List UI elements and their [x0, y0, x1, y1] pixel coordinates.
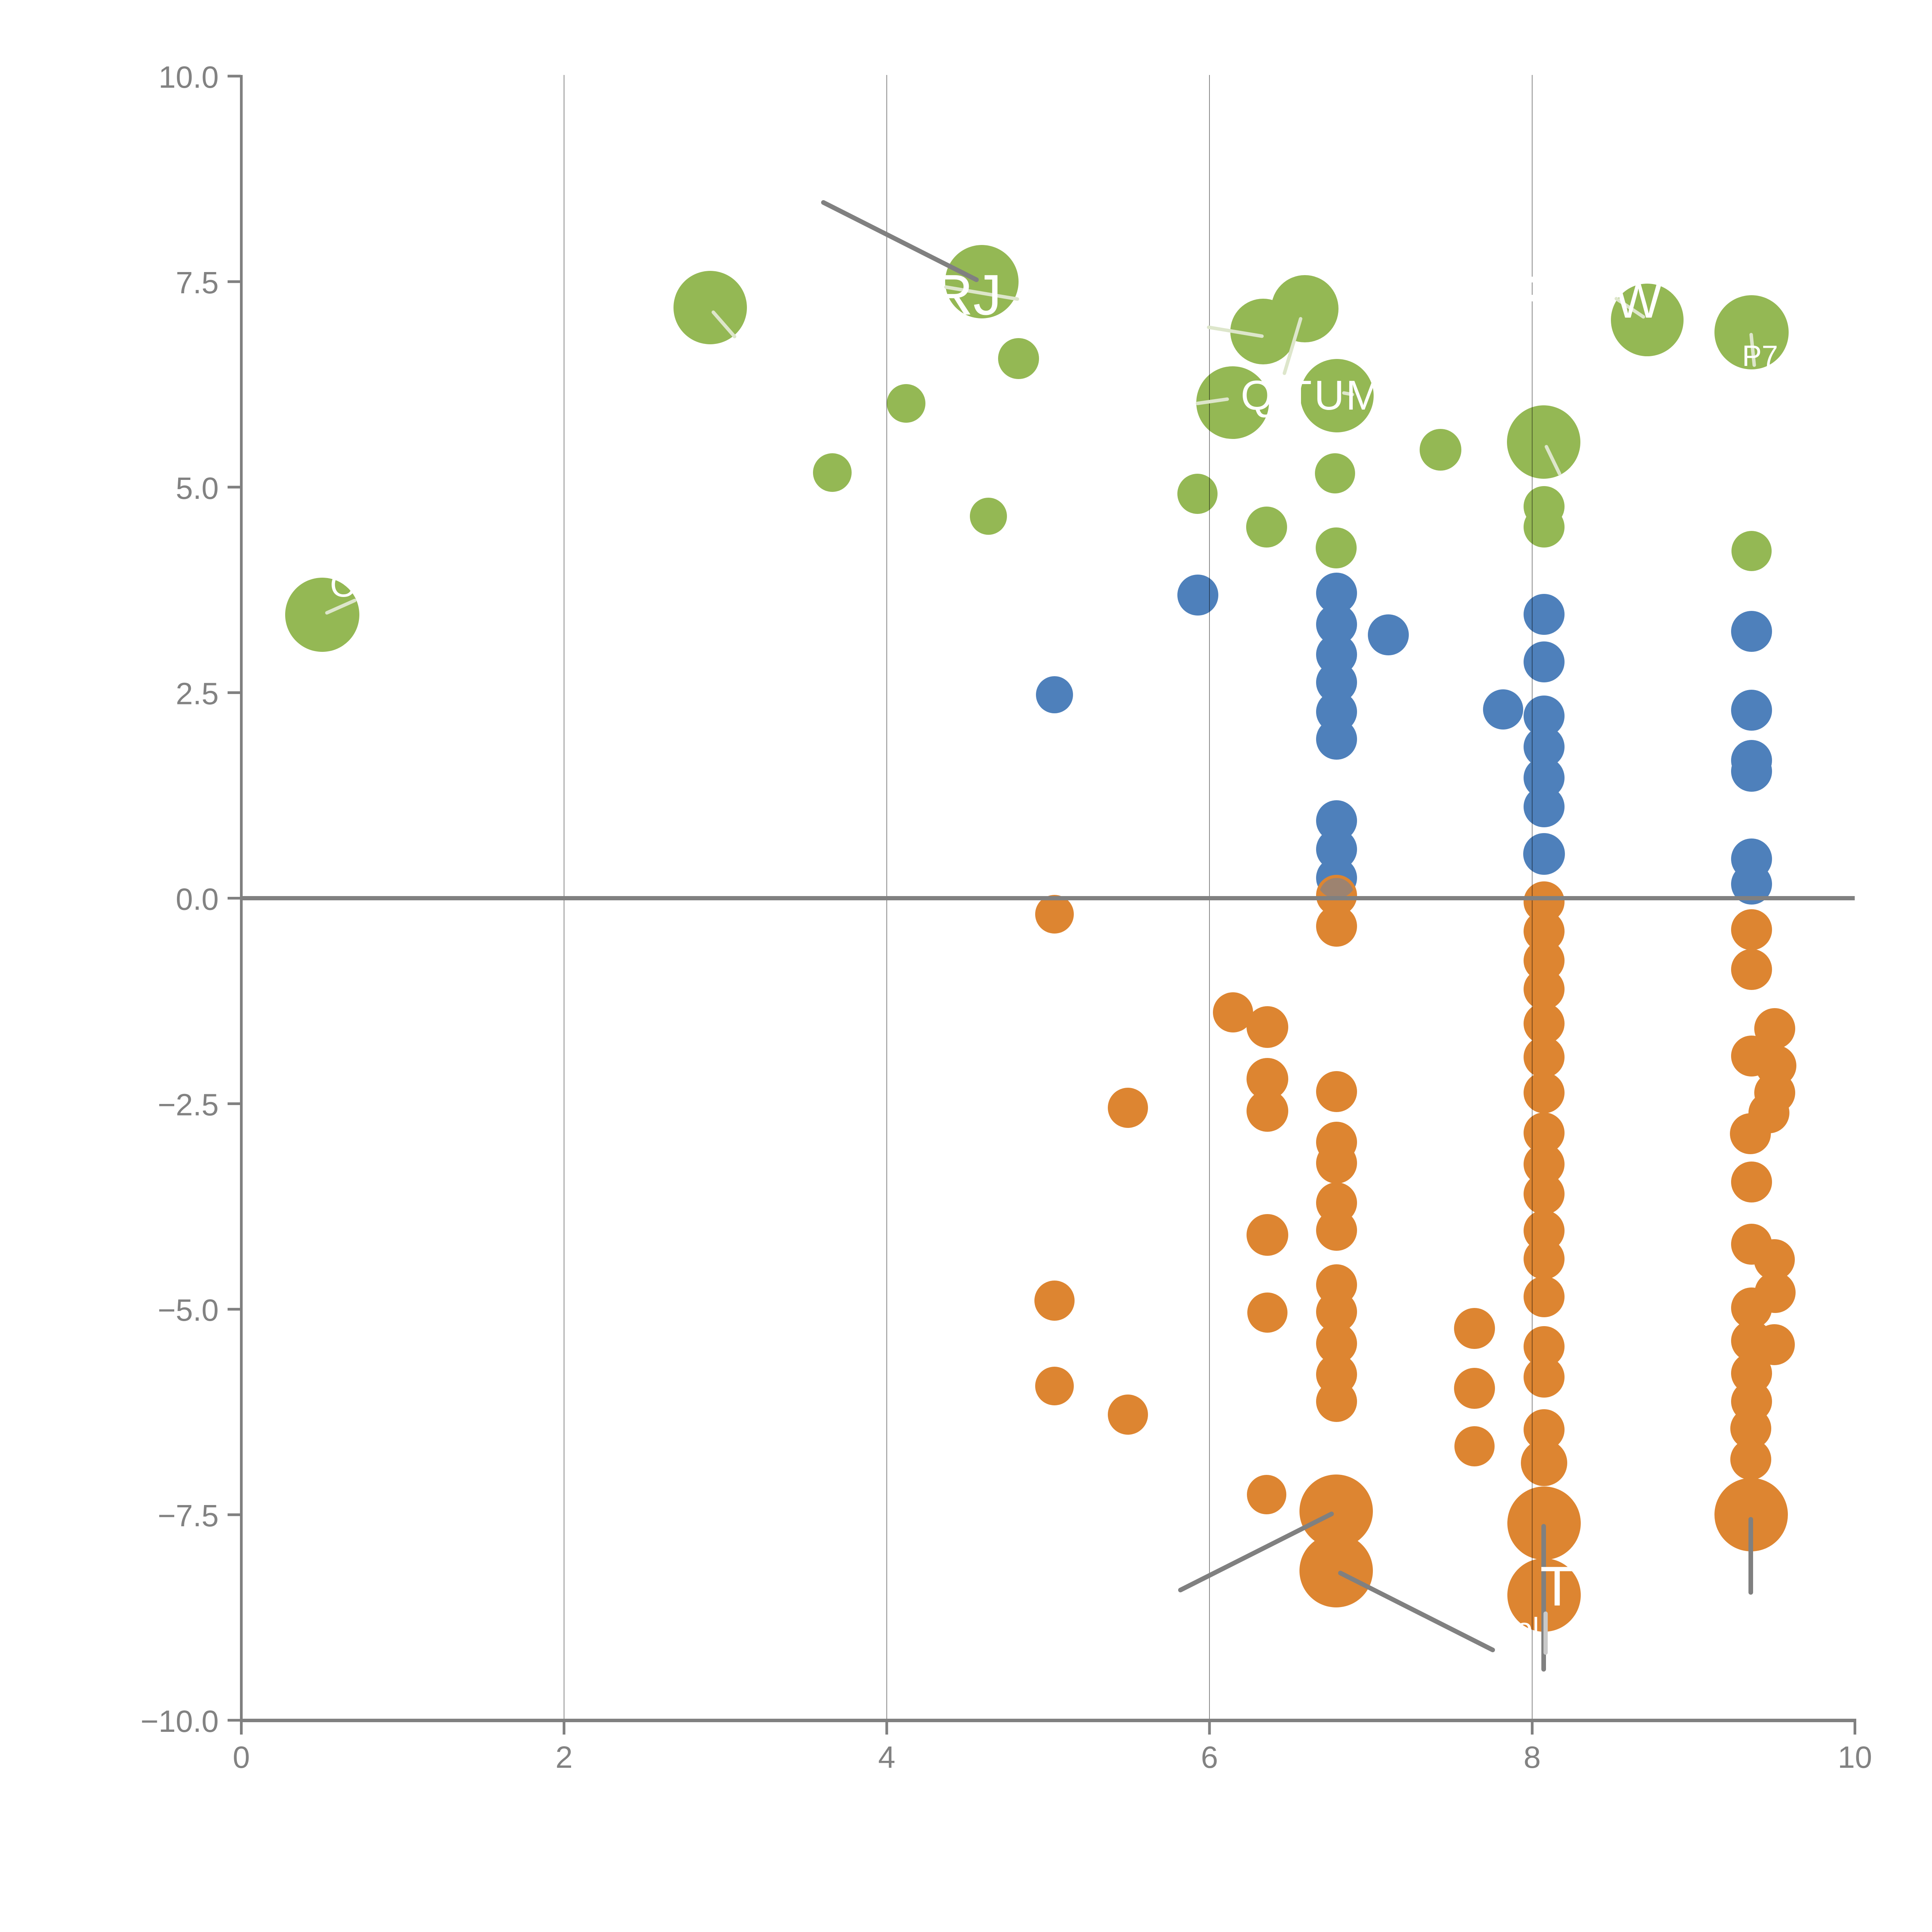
svg-text:M: M	[1346, 372, 1381, 418]
svg-text:2: 2	[555, 1740, 573, 1774]
svg-text:−10.0: −10.0	[141, 1704, 219, 1738]
svg-text:5.0: 5.0	[176, 471, 219, 505]
svg-text:7.5: 7.5	[176, 265, 219, 300]
svg-text:O: O	[330, 566, 357, 604]
svg-text:4: 4	[878, 1740, 896, 1774]
svg-text:T: T	[1540, 1555, 1575, 1617]
svg-text:2.5: 2.5	[176, 677, 219, 711]
svg-text:W: W	[1615, 273, 1662, 328]
svg-text:8: 8	[1524, 1740, 1541, 1774]
svg-text:0.0: 0.0	[176, 882, 219, 917]
svg-text:T: T	[1286, 372, 1312, 418]
svg-text:ol: ol	[1516, 1611, 1539, 1645]
svg-text:U: U	[1314, 372, 1344, 418]
svg-text:−5.0: −5.0	[158, 1293, 219, 1327]
svg-text:P7: P7	[1742, 340, 1778, 372]
svg-text:−2.5: −2.5	[158, 1087, 219, 1122]
svg-text:0: 0	[233, 1740, 250, 1774]
svg-text:RJ: RJ	[932, 263, 1002, 327]
svg-text:10.0: 10.0	[158, 60, 219, 94]
svg-text:10: 10	[1838, 1740, 1872, 1774]
svg-text:6: 6	[1201, 1740, 1218, 1774]
svg-text:−7.5: −7.5	[158, 1498, 219, 1533]
svg-text:Q: Q	[1241, 372, 1273, 418]
